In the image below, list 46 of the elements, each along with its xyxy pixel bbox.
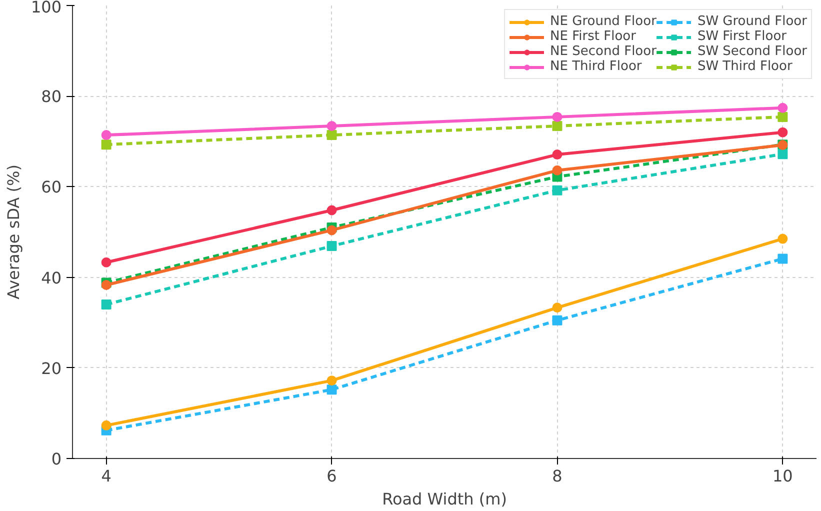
legend-label: NE Ground Floor [550,14,656,29]
point [326,376,337,386]
point [101,140,112,150]
point [778,234,788,244]
point [778,254,788,264]
y-tick-label: 20 [41,358,62,378]
legend-label: NE First Floor [550,29,636,44]
y-tick-label: 100 [30,0,62,16]
x-axis-title: Road Width (m) [382,490,507,508]
point [326,225,337,236]
point [101,280,112,290]
y-tick-label: 0 [51,450,62,468]
x-tick-label: 8 [552,466,562,486]
point [101,420,112,430]
point [326,241,337,252]
legend-label: NE Third Floor [550,59,642,74]
point [552,112,562,122]
point [778,149,788,160]
legend-label: SW First Floor [697,29,787,44]
legend-label: SW Third Floor [697,59,792,74]
point [552,121,562,131]
y-tick-label: 60 [41,178,62,197]
y-tick-label: 40 [41,268,62,288]
point [552,302,562,313]
point [326,384,337,395]
point [552,315,562,326]
legend-label: NE Second Floor [550,44,656,59]
x-tick-label: 6 [326,466,337,486]
point [552,185,562,196]
point [778,112,788,122]
point [326,121,337,131]
point [326,130,337,140]
point [101,130,112,140]
x-tick-label: 4 [101,466,112,486]
legend-label: SW Second Floor [697,44,807,59]
x-tick-label: 10 [772,466,793,486]
y-tick-label: 80 [41,87,62,106]
point [778,127,788,138]
point [552,165,562,176]
point [101,299,112,310]
point [552,150,562,160]
point [326,205,337,216]
legend-label: SW Ground Floor [697,14,807,29]
point [101,257,112,268]
point [778,102,788,113]
y-axis-title: Average sDA (%) [4,164,23,300]
